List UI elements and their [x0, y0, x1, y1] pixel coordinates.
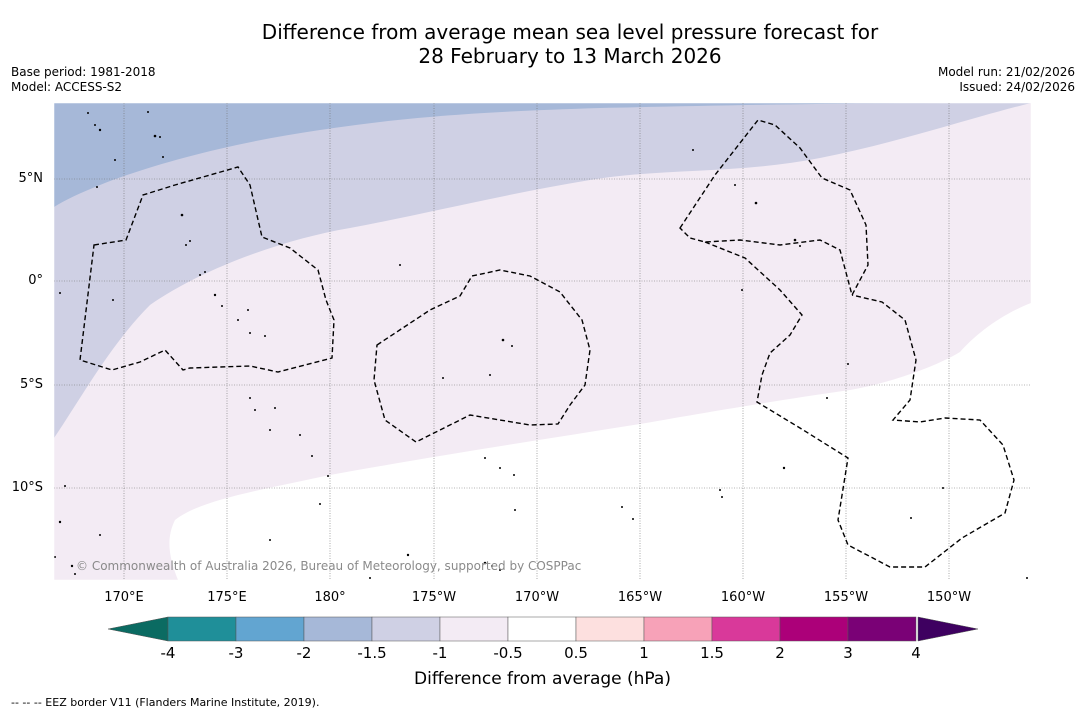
lon-label-150w: 150°W: [926, 590, 972, 605]
lon-label-165w: 165°W: [617, 590, 663, 605]
islands: [54, 111, 1028, 579]
lon-label-175e: 175°E: [207, 590, 247, 605]
colorbar-box-0: [167, 616, 237, 642]
colorbar-box-10: [847, 616, 917, 642]
colorbar-tick-10: 3: [843, 644, 853, 662]
lon-label-155w: 155°W: [823, 590, 869, 605]
lat-label-0: 0°: [28, 273, 43, 288]
map-title: Difference from average mean sea level p…: [0, 20, 1085, 68]
lat-label-5s: 5°S: [19, 377, 43, 392]
colorbar-tick-3: -1.5: [357, 644, 387, 662]
colorbar-tick-7: 1: [639, 644, 649, 662]
colorbar-over-triangle: [917, 616, 979, 642]
eez-kiribati-gilberts: [79, 166, 335, 373]
title-line-1: Difference from average mean sea level p…: [261, 20, 879, 44]
colorbar-box-6: [575, 616, 645, 642]
lon-label-160w: 160°W: [720, 590, 766, 605]
colorbar-tick-9: 2: [775, 644, 785, 662]
colorbar-box-5: [507, 616, 577, 642]
colorbar-tick-0: -4: [160, 644, 176, 662]
base-period: Base period: 1981-2018: [11, 65, 156, 79]
colorbar-tick-1: -3: [228, 644, 244, 662]
zone-minus-1: [54, 103, 1031, 438]
model-name: Model: ACCESS-S2: [11, 80, 123, 94]
lon-label-175w: 175°W: [411, 590, 457, 605]
colorbar-box-4: [439, 616, 509, 642]
colorbar-box-9: [779, 616, 849, 642]
colorbar-tick-11: 4: [911, 644, 921, 662]
lon-label-170w: 170°W: [514, 590, 560, 605]
map-frame: [53, 102, 1032, 581]
eez-kiribati-line: [679, 119, 869, 297]
zone-minus-1-5: [54, 103, 1031, 207]
lon-label-170e: 170°E: [104, 590, 144, 605]
colorbar-tick-2: -2: [296, 644, 312, 662]
eez-footnote: -- -- -- EEZ border V11 (Flanders Marine…: [11, 696, 320, 709]
lon-label-180: 180°: [314, 590, 346, 605]
meta-right: Model run: 21/02/2026 Issued: 24/02/2026: [938, 65, 1075, 95]
model-run: Model run: 21/02/2026: [937, 65, 1075, 79]
graticule: [54, 103, 1031, 580]
eez-borders: [79, 119, 1015, 568]
lat-label-5n: 5°N: [18, 171, 44, 186]
colorbar-tick-6: 0.5: [564, 644, 588, 662]
meta-left: Base period: 1981-2018 Model: ACCESS-S2: [11, 65, 156, 95]
colorbar-title: Difference from average (hPa): [414, 669, 671, 689]
issued-date: Issued: 24/02/2026: [959, 80, 1075, 94]
colorbar-tick-8: 1.5: [700, 644, 724, 662]
colorbar-tick-5: -0.5: [493, 644, 523, 662]
title-line-2: 28 February to 13 March 2026: [418, 44, 722, 68]
colorbar-under-triangle: [107, 616, 169, 642]
colorbar-box-2: [303, 616, 373, 642]
copyright-notice: © Commonwealth of Australia 2026, Bureau…: [76, 559, 582, 573]
eez-boundary-line: [704, 241, 1015, 568]
colorbar: [107, 616, 979, 642]
colorbar-tick-4: -1: [432, 644, 448, 662]
eez-kiribati-phoenix: [373, 269, 591, 443]
colorbar-box-8: [711, 616, 781, 642]
map-panel: [54, 103, 1031, 580]
colorbar-box-7: [643, 616, 713, 642]
lat-label-10s: 10°S: [11, 480, 43, 495]
colorbar-box-3: [371, 616, 441, 642]
colorbar-box-1: [235, 616, 305, 642]
colorbar-boxes: [167, 616, 917, 642]
